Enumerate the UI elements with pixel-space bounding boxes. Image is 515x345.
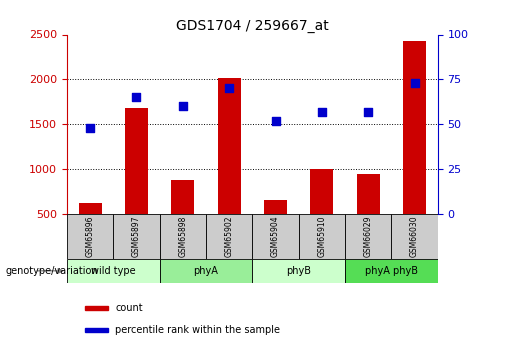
- Bar: [206, 214, 252, 259]
- Text: genotype/variation: genotype/variation: [5, 266, 98, 276]
- Bar: [67, 259, 160, 283]
- Point: [318, 109, 326, 115]
- Bar: [310, 169, 334, 214]
- Bar: [171, 180, 195, 214]
- Text: phyA phyB: phyA phyB: [365, 266, 418, 276]
- Bar: [356, 174, 380, 214]
- Text: GSM65896: GSM65896: [85, 216, 95, 257]
- Point: [86, 125, 94, 130]
- Bar: [403, 41, 426, 214]
- Point: [225, 86, 233, 91]
- Bar: [67, 214, 113, 259]
- Text: GSM65910: GSM65910: [317, 216, 327, 257]
- Point: [179, 104, 187, 109]
- Bar: [299, 214, 345, 259]
- Title: GDS1704 / 259667_at: GDS1704 / 259667_at: [176, 19, 329, 33]
- Text: GSM66029: GSM66029: [364, 216, 373, 257]
- Text: GSM66030: GSM66030: [410, 216, 419, 257]
- Point: [271, 118, 280, 124]
- Bar: [85, 327, 108, 332]
- Bar: [113, 214, 160, 259]
- Bar: [217, 78, 241, 214]
- Text: GSM65897: GSM65897: [132, 216, 141, 257]
- Bar: [264, 199, 287, 214]
- Bar: [345, 214, 391, 259]
- Bar: [160, 259, 252, 283]
- Bar: [391, 214, 438, 259]
- Text: wild type: wild type: [91, 266, 135, 276]
- Text: phyA: phyA: [194, 266, 218, 276]
- Text: percentile rank within the sample: percentile rank within the sample: [115, 325, 280, 335]
- Text: GSM65898: GSM65898: [178, 216, 187, 257]
- Bar: [125, 108, 148, 214]
- Bar: [252, 214, 299, 259]
- Bar: [252, 259, 345, 283]
- Text: GSM65904: GSM65904: [271, 216, 280, 257]
- Point: [410, 80, 419, 86]
- Point: [132, 95, 141, 100]
- Bar: [78, 203, 101, 214]
- Bar: [160, 214, 206, 259]
- Text: GSM65902: GSM65902: [225, 216, 234, 257]
- Point: [364, 109, 372, 115]
- Text: phyB: phyB: [286, 266, 311, 276]
- Text: count: count: [115, 303, 143, 313]
- Bar: [345, 259, 438, 283]
- Bar: [85, 306, 108, 310]
